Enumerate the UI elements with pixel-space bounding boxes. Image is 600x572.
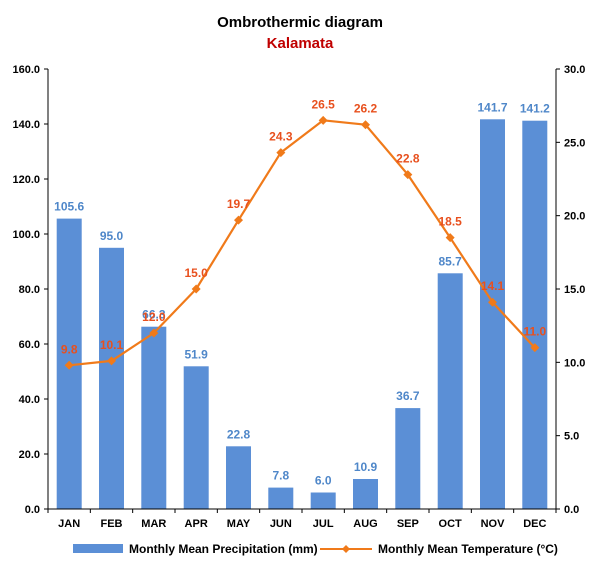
left-axis-tick-label: 100.0 [12,229,40,241]
x-axis-category-label: JUN [270,518,292,530]
temperature-marker-jan [64,360,74,370]
precipitation-bar-apr [183,366,209,509]
temperature-data-label: 11.0 [523,325,546,339]
temperature-series-line [69,119,536,367]
legend-precipitation-swatch [73,544,123,553]
right-axis-tick-label: 0.0 [564,504,579,516]
temperature-marker-mar [149,328,159,338]
left-axis-tick-label: 80.0 [19,284,40,296]
right-axis-tick-label: 20.0 [564,211,585,223]
temperature-data-label: 26.2 [354,102,378,116]
temperature-data-label: 14.1 [481,279,505,293]
precipitation-bars [56,119,548,510]
right-axis-tick-label: 15.0 [564,284,585,296]
left-axis-tick-label: 60.0 [19,339,40,351]
right-axis-tick-label: 5.0 [564,431,579,443]
precipitation-data-label: 22.8 [227,427,251,441]
x-axis-category-label: SEP [397,518,419,530]
chart-subtitle: Kalamata [267,35,334,52]
temperature-data-label: 19.7 [227,197,251,211]
temperature-data-label: 22.8 [396,152,420,166]
temperature-marker-sep [403,170,413,180]
legend: Monthly Mean Precipitation (mm) Monthly … [73,542,558,556]
temperature-data-label: 10.1 [100,338,124,352]
left-axis-tick-label: 120.0 [12,174,40,186]
chart-axes: 0.0 20.0 40.0 60.0 80.0 100.0 120.0 140.0 160.0 0… [12,64,585,530]
precipitation-data-label: 105.6 [54,200,84,214]
x-axis-category-label: FEB [101,518,123,530]
chart-title: Ombrothermic diagram [217,14,383,31]
x-axis-category-label: NOV [481,518,506,530]
temperature-marker-apr [191,284,201,294]
precipitation-data-label: 6.0 [315,474,332,488]
right-axis-tick-label: 30.0 [564,64,585,76]
precipitation-bar-may [226,446,251,509]
precipitation-data-label: 51.9 [184,347,208,361]
precipitation-bar-aug [353,479,378,509]
legend-temperature-marker [342,545,350,553]
precipitation-data-label: 85.7 [438,254,462,268]
temperature-data-label: 12.0 [142,310,166,324]
legend-temperature-label: Monthly Mean Temperature (°C) [378,542,558,556]
temperature-marker-dec [530,343,540,353]
left-axis-tick-label: 40.0 [19,394,40,406]
x-axis-category-label: DEC [523,518,546,530]
temperature-marker-aug [361,120,370,130]
temperature-marker-nov [488,297,497,307]
left-axis-tick-label: 0.0 [25,504,40,516]
precipitation-bar-mar [141,326,167,509]
precipitation-data-label: 95.0 [100,229,124,243]
left-axis-tick-label: 20.0 [19,449,40,461]
x-axis-category-label: MAR [141,518,166,530]
temperature-data-label: 15.0 [184,266,208,280]
right-axis-tick-label: 10.0 [564,357,585,369]
x-axis-category-label: OCT [439,518,463,530]
temperature-data-label: 24.3 [269,130,293,144]
precipitation-data-label: 10.9 [354,460,378,474]
left-axis-tick-label: 140.0 [12,119,40,131]
precipitation-data-label: 141.2 [520,102,550,116]
temperature-data-label: 9.8 [61,342,78,356]
precipitation-bar-feb [99,247,124,510]
temperature-data-label: 18.5 [438,215,462,229]
precipitation-bar-jul [310,492,336,509]
x-axis-category-label: MAY [227,518,251,530]
precipitation-bar-nov [480,119,505,510]
data-labels: 105.6 95.0 66.3 51.9 22.8 7.8 6.0 10.9 36.7 85.7 1… [54,97,550,487]
precipitation-bar-sep [395,408,421,509]
x-axis-category-label: JUL [313,518,334,530]
precipitation-bar-jun [268,487,294,509]
temperature-marker-feb [107,356,116,366]
precipitation-data-label: 66.3 [142,308,166,322]
precipitation-data-label: 141.7 [477,100,507,114]
precipitation-bar-oct [437,273,463,509]
temperature-marker-may [234,215,243,225]
temperature-marker-jul [318,115,328,125]
x-axis-category-label: APR [185,518,208,530]
temperature-marker-jun [276,148,286,158]
right-axis-tick-label: 25.0 [564,137,585,149]
temperature-data-label: 26.5 [311,97,335,111]
temperature-line [64,115,540,370]
precipitation-data-label: 36.7 [396,389,420,403]
precipitation-bar-dec [522,120,548,509]
legend-precipitation-label: Monthly Mean Precipitation (mm) [129,542,318,556]
precipitation-data-label: 7.8 [272,469,289,483]
x-axis-category-label: JAN [58,518,80,530]
x-axis-category-label: AUG [353,518,377,530]
left-axis-tick-label: 160.0 [12,64,40,76]
temperature-marker-oct [445,233,455,243]
